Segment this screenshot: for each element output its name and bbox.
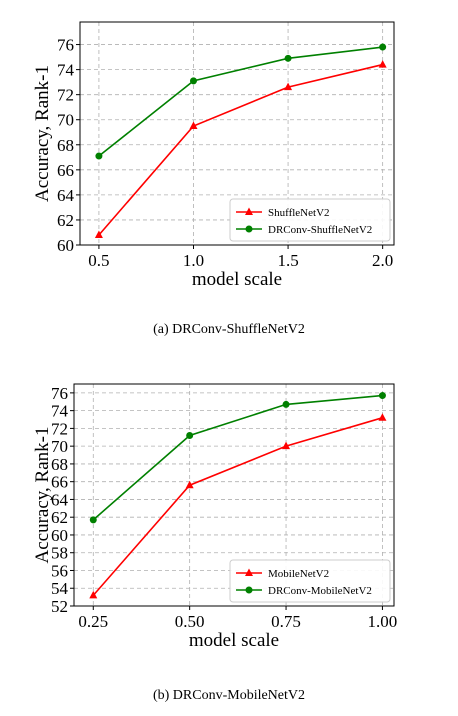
chart-panel-b: 52 54 56 58 60 62 64 66 68 70 72 74 76 0.25 0.50 0.75 1.… xyxy=(0,358,458,716)
x-tick-label: 1.5 xyxy=(277,251,298,270)
data-point xyxy=(186,432,194,440)
data-point xyxy=(284,82,293,91)
y-tick-label: 52 xyxy=(51,597,68,616)
series-drconv xyxy=(95,43,387,160)
legend-label: DRConv-MobileNetV2 xyxy=(268,585,372,597)
x-tick-label: 0.75 xyxy=(271,612,301,631)
legend-swatch-marker xyxy=(245,586,253,594)
x-tick-label: 0.50 xyxy=(175,612,205,631)
data-point xyxy=(94,230,103,238)
y-tick-label: 74 xyxy=(51,402,69,421)
y-axis-title: Accuracy, Rank-1 xyxy=(32,427,53,564)
series-baseline xyxy=(89,413,387,599)
legend-label: MobileNetV2 xyxy=(268,568,329,580)
y-tick-label: 76 xyxy=(57,36,74,55)
legend-label: ShuffleNetV2 xyxy=(268,207,330,219)
data-point xyxy=(378,392,386,400)
legend-swatch-marker xyxy=(245,225,253,233)
y-tick-label: 64 xyxy=(51,490,69,509)
chart-panel-a: 60 62 64 66 68 70 72 74 76 0.5 1.0 1.5 2.0 model scal… xyxy=(0,0,458,350)
legend-swatch-marker xyxy=(245,568,253,576)
data-point xyxy=(282,400,290,408)
data-point xyxy=(189,121,198,129)
y-tick-label: 58 xyxy=(51,544,68,563)
data-point xyxy=(89,590,98,599)
legend-swatch-marker xyxy=(245,207,253,215)
y-tick-label: 60 xyxy=(57,236,74,255)
y-tick-label: 70 xyxy=(51,437,68,456)
data-point xyxy=(95,152,103,160)
data-point xyxy=(89,516,97,524)
y-tick-label: 72 xyxy=(57,86,74,105)
data-point xyxy=(185,480,194,489)
series-line xyxy=(92,416,383,596)
y-tick-label: 68 xyxy=(57,136,74,155)
y-tick-label: 64 xyxy=(57,186,75,205)
caption-b: (b) DRConv-MobileNetV2 xyxy=(152,688,306,703)
legend-box xyxy=(229,198,391,242)
y-tick-label: 62 xyxy=(57,211,74,230)
series-line xyxy=(98,46,383,157)
y-axis-title: Accuracy, Rank-1 xyxy=(32,65,53,202)
x-tick-label: 2.0 xyxy=(372,251,393,270)
x-axis-title: model scale xyxy=(192,269,282,290)
y-tick-label: 66 xyxy=(51,473,68,492)
caption-a: (a) DRConv-ShuffleNetV2 xyxy=(153,322,305,337)
y-tick-label: 72 xyxy=(51,419,68,438)
y-tick-label: 56 xyxy=(51,561,68,580)
y-tick-label: 62 xyxy=(51,508,68,527)
legend-box xyxy=(229,559,391,603)
data-point xyxy=(284,54,292,62)
plot-frame xyxy=(79,21,395,246)
y-tick-label: 54 xyxy=(51,579,69,598)
y-tick-label: 68 xyxy=(51,455,68,474)
data-point xyxy=(378,413,387,421)
x-tick-label: 1.0 xyxy=(183,251,204,270)
data-point xyxy=(189,77,197,85)
plot-frame xyxy=(73,383,395,607)
y-tick-label: 70 xyxy=(57,111,74,130)
x-axis-title: model scale xyxy=(189,630,279,651)
y-tick-label: 74 xyxy=(57,61,75,80)
data-point xyxy=(378,60,387,68)
chart-a: 60 62 64 66 68 70 72 74 76 0.5 1.0 1.5 2.0 model scal… xyxy=(32,21,395,290)
x-tick-label: 0.5 xyxy=(88,251,109,270)
x-tick-label: 1.00 xyxy=(368,612,398,631)
legend-label: DRConv-ShuffleNetV2 xyxy=(268,224,372,236)
y-tick-label: 66 xyxy=(57,161,74,180)
data-point xyxy=(282,441,291,450)
y-tick-label: 76 xyxy=(51,384,68,403)
series-line xyxy=(92,394,383,521)
x-tick-label: 0.25 xyxy=(78,612,108,631)
series-line xyxy=(98,63,383,236)
data-point xyxy=(379,43,387,51)
y-tick-label: 60 xyxy=(51,526,68,545)
series-drconv xyxy=(89,392,386,524)
series-baseline xyxy=(94,60,387,238)
